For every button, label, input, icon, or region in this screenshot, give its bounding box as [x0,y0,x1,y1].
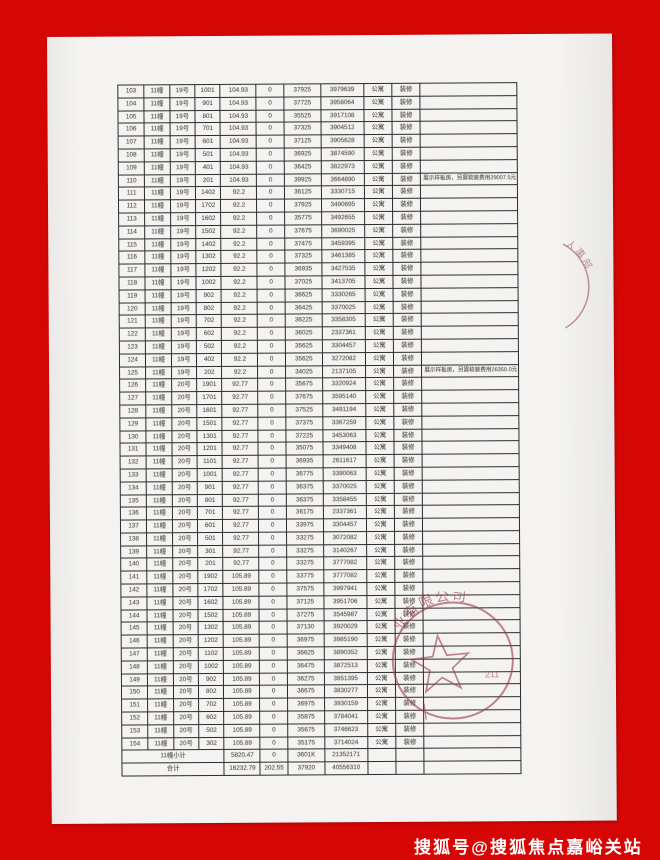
svg-text:211: 211 [485,669,499,679]
svg-text:人事部: 人事部 [563,237,596,272]
svg-text:业有限公司: 业有限公司 [389,591,469,633]
